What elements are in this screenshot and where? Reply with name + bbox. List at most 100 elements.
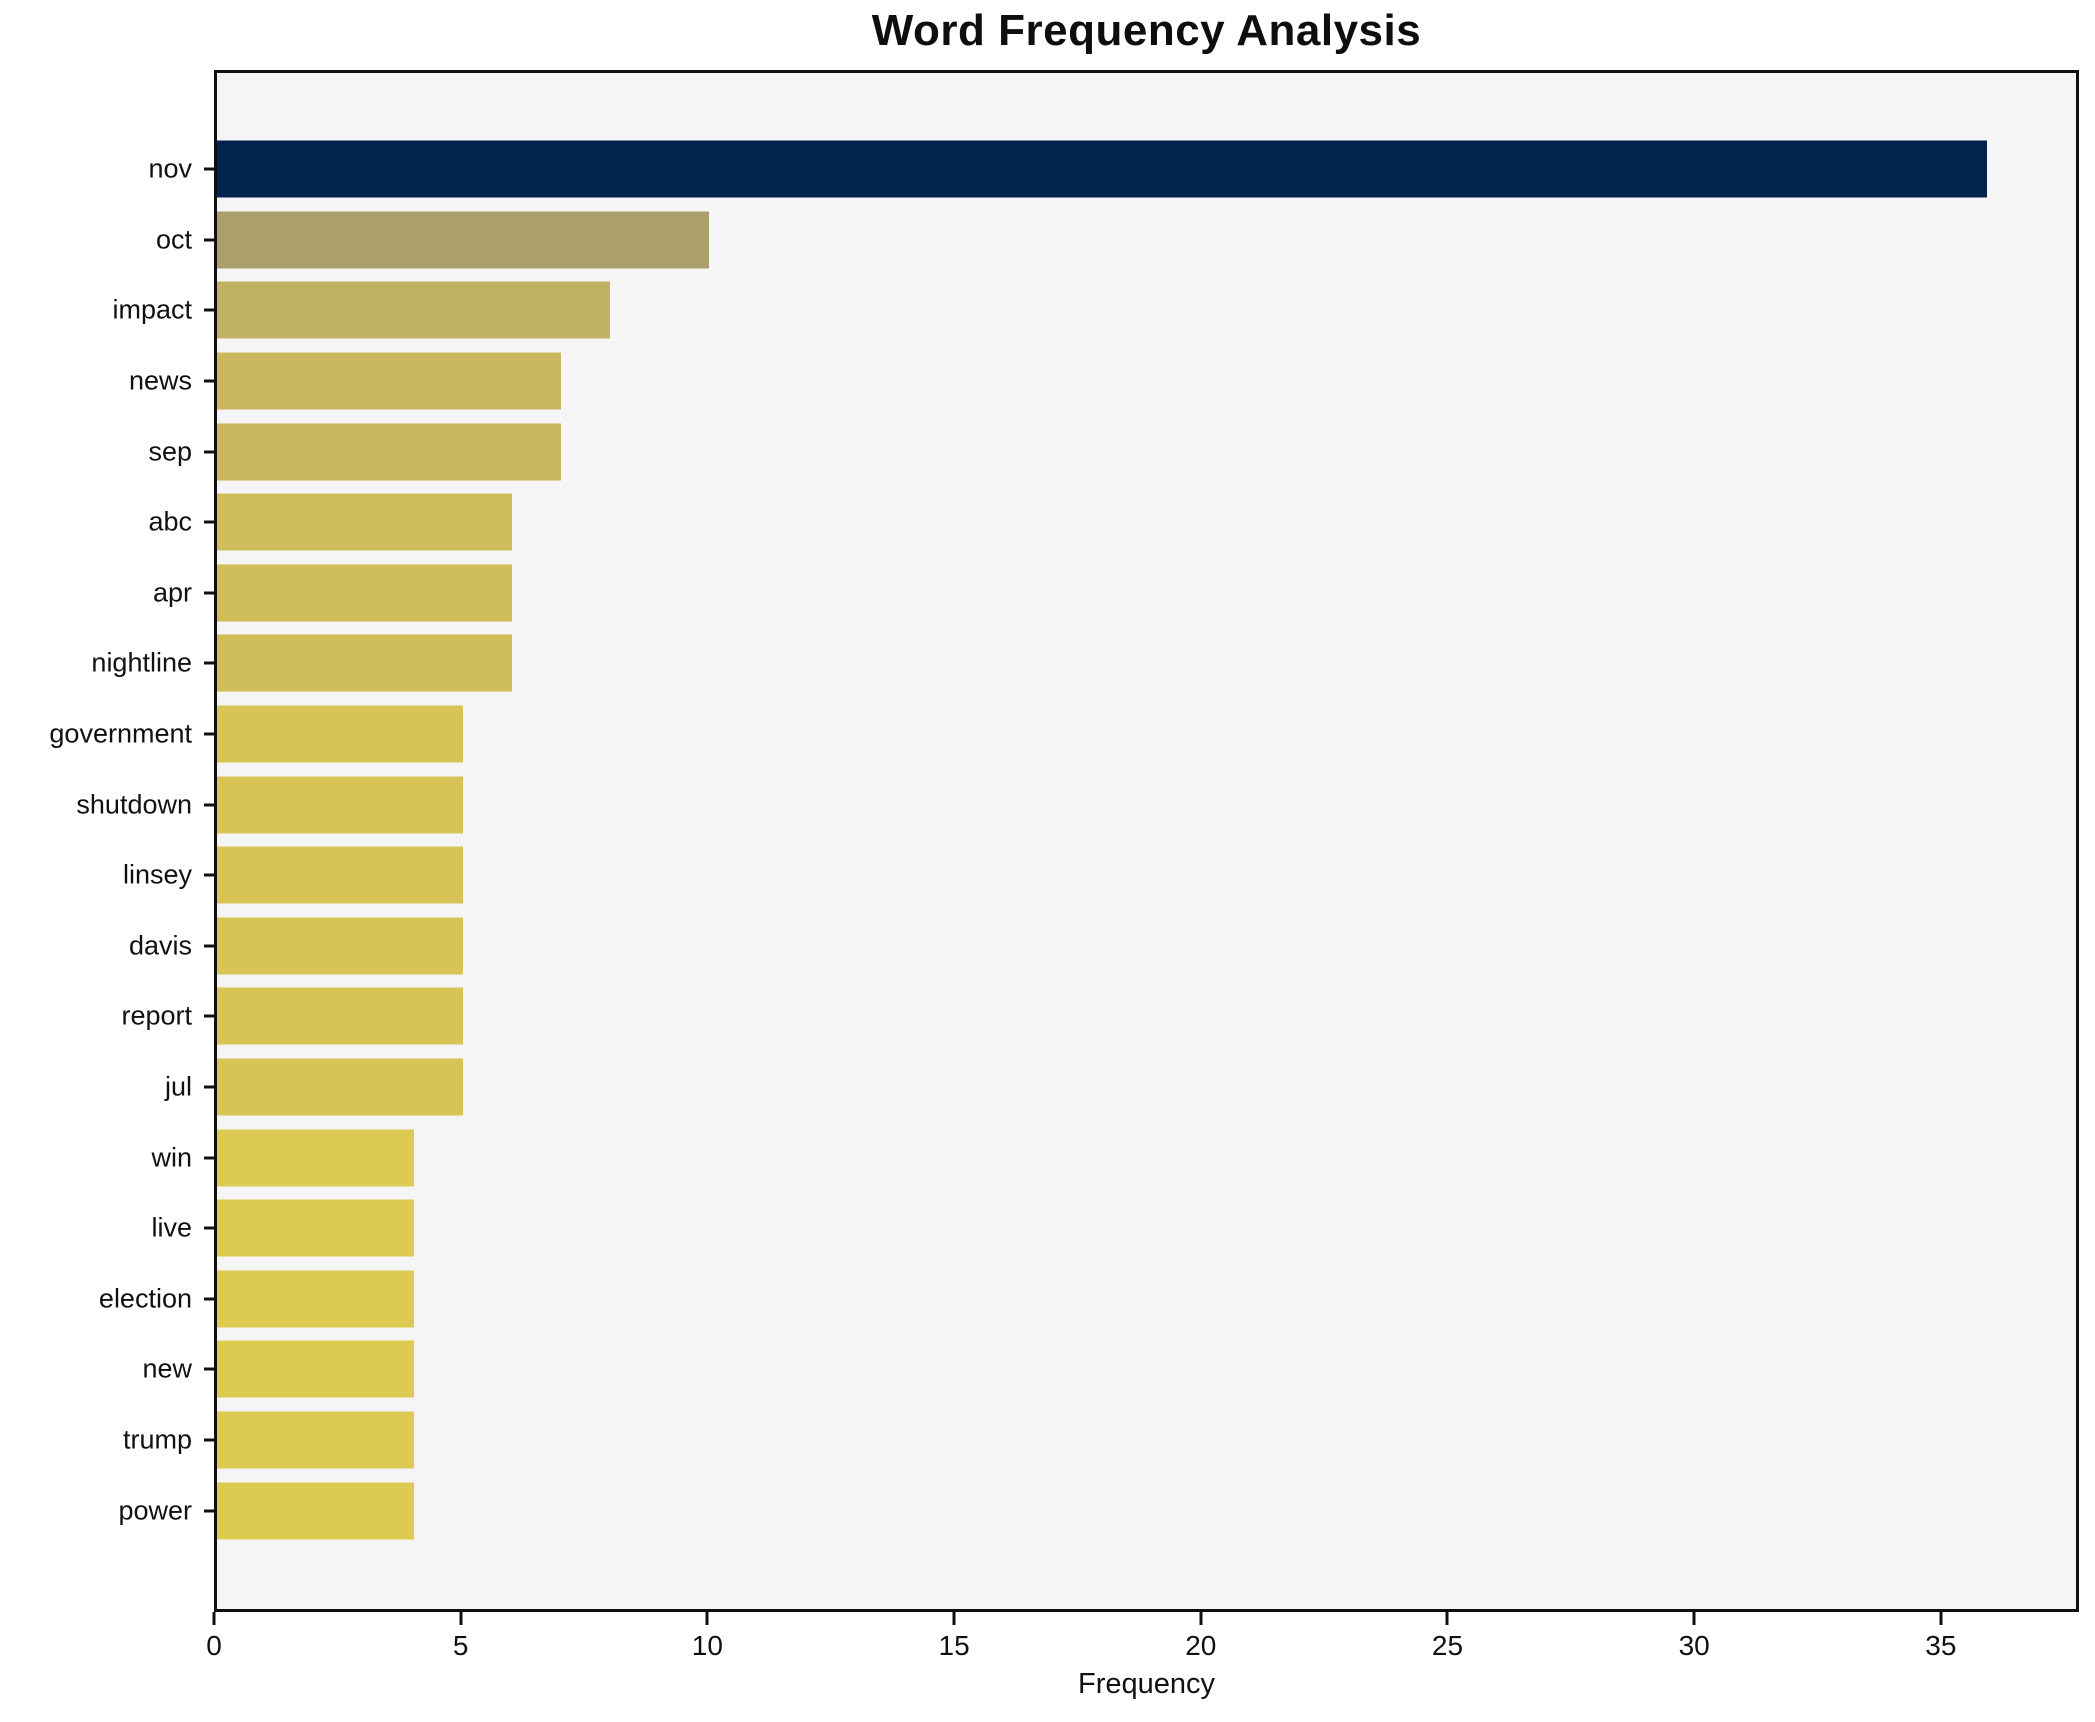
bar — [217, 1482, 414, 1540]
bar — [217, 281, 611, 339]
bar — [217, 352, 562, 410]
bar — [217, 1270, 414, 1328]
plot-area: nov oct impact news sep abc apr nightline govern… — [49, 70, 2079, 1612]
x-tick-mark — [459, 1612, 463, 1625]
x-tick-label: 35 — [1925, 1630, 1957, 1661]
y-tick-mark — [204, 732, 217, 736]
bar-row: news — [129, 346, 2076, 417]
bar — [217, 564, 513, 622]
bar-row: apr — [153, 558, 2076, 629]
x-tick-mark — [1199, 1612, 1203, 1625]
y-tick-label: live — [151, 1212, 192, 1243]
bar — [217, 1411, 414, 1469]
bar-row: abc — [148, 487, 2076, 558]
bar — [217, 987, 463, 1045]
y-tick-mark — [204, 1156, 217, 1160]
chart-title: Word Frequency Analysis — [871, 6, 1422, 55]
x-tick-label: 15 — [938, 1630, 970, 1661]
x-tick-mark — [1692, 1612, 1696, 1625]
y-tick-mark — [204, 379, 217, 383]
x-tick-mark — [952, 1612, 956, 1625]
y-tick-label: apr — [152, 577, 192, 608]
y-tick-label: new — [142, 1353, 192, 1384]
y-tick-label: win — [151, 1142, 192, 1173]
y-tick-label: nov — [148, 153, 192, 184]
bar — [217, 423, 562, 481]
y-tick-mark — [204, 1297, 217, 1301]
bar-row: jul — [165, 1052, 2076, 1123]
y-tick-label: sep — [148, 436, 192, 467]
bar — [217, 917, 463, 975]
y-tick-mark — [204, 1509, 217, 1513]
bar-row: report — [121, 981, 2076, 1052]
y-tick-label: nightline — [91, 647, 192, 678]
x-tick-label: 0 — [206, 1630, 222, 1661]
y-tick-mark — [204, 520, 217, 524]
y-tick-mark — [204, 803, 217, 807]
y-tick-label: power — [118, 1495, 192, 1526]
bar-row: win — [151, 1122, 2076, 1193]
y-tick-mark — [204, 1085, 217, 1089]
bar — [217, 846, 463, 904]
bar-row: nightline — [91, 628, 2076, 699]
bar-row: shutdown — [76, 769, 2076, 840]
bar-row: davis — [129, 911, 2076, 982]
y-tick-label: davis — [128, 930, 192, 961]
x-axis-label: Frequency — [1077, 1668, 1215, 1700]
bar-row: oct — [156, 205, 2076, 276]
bar-row: government — [49, 699, 2076, 770]
x-tick-mark — [705, 1612, 709, 1625]
y-tick-mark — [204, 450, 217, 454]
y-tick-mark — [204, 1367, 217, 1371]
y-tick-mark — [204, 1438, 217, 1442]
y-tick-label: abc — [148, 506, 192, 537]
y-tick-label: impact — [112, 294, 192, 325]
x-tick-mark — [212, 1612, 216, 1625]
bar-row: power — [118, 1475, 2076, 1546]
y-tick-mark — [204, 873, 217, 877]
y-tick-label: election — [98, 1283, 192, 1314]
y-tick-label: trump — [122, 1424, 192, 1455]
x-tick-mark — [1445, 1612, 1449, 1625]
y-tick-label: government — [49, 718, 192, 749]
x-tick-label: 30 — [1678, 1630, 1710, 1661]
y-tick-mark — [204, 1226, 217, 1230]
bar — [217, 634, 513, 692]
y-tick-mark — [204, 167, 217, 171]
bar-row: live — [151, 1193, 2076, 1264]
y-tick-label: jul — [164, 1071, 192, 1102]
bar — [217, 1199, 414, 1257]
y-tick-label: linsey — [122, 859, 192, 890]
y-tick-mark — [204, 238, 217, 242]
bar — [217, 493, 513, 551]
bar — [217, 1340, 414, 1398]
bars-container: nov oct impact news sep abc apr nightline govern… — [49, 73, 2076, 1609]
bar — [217, 1058, 463, 1116]
bar-row: impact — [112, 275, 2076, 346]
x-tick-label: 5 — [452, 1630, 469, 1661]
y-tick-label: shutdown — [76, 789, 192, 820]
bar — [217, 140, 1988, 198]
bar — [217, 705, 463, 763]
y-tick-mark — [204, 591, 217, 595]
bar — [217, 776, 463, 834]
y-tick-label: oct — [155, 224, 192, 255]
x-tick-label: 20 — [1185, 1630, 1217, 1661]
bar-row: sep — [148, 416, 2076, 487]
y-tick-mark — [204, 944, 217, 948]
x-tick-mark — [1939, 1612, 1943, 1625]
bar-row: trump — [123, 1405, 2076, 1476]
x-tick-label: 10 — [691, 1630, 723, 1661]
y-tick-mark — [204, 1014, 217, 1018]
y-tick-mark — [204, 308, 217, 312]
bar-row: linsey — [123, 840, 2076, 911]
bar-row: new — [142, 1334, 2076, 1405]
x-tick-label: 25 — [1431, 1630, 1464, 1661]
y-tick-mark — [204, 661, 217, 665]
bar-row: election — [99, 1264, 2076, 1335]
bar — [217, 1129, 414, 1187]
bar-row: nov — [148, 134, 2076, 205]
y-tick-label: report — [121, 1000, 192, 1031]
y-tick-label: news — [128, 365, 192, 396]
